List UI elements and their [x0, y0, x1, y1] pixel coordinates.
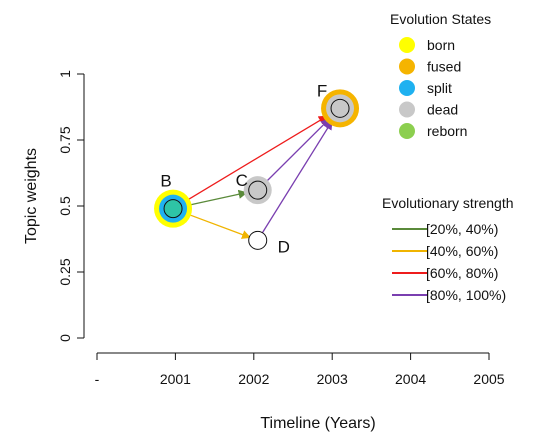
x-tick-label: 2003 [317, 371, 348, 387]
node-B: B [154, 172, 193, 228]
legend-strength-label: [40%, 60%) [426, 243, 498, 259]
edge-B-D [182, 211, 252, 239]
legend-state-label: split [427, 80, 452, 96]
x-tick-label: 2001 [160, 371, 191, 387]
y-tick-label: 0.25 [57, 258, 73, 285]
edge-D-F [260, 120, 333, 236]
y-tick-label: 1 [57, 70, 73, 78]
edges [181, 115, 333, 239]
x-tick-label: - [95, 371, 100, 387]
legend-strength-label: [20%, 40%) [426, 221, 498, 237]
node-core [163, 199, 183, 219]
x-tick-label: 2005 [473, 371, 504, 387]
legend-evolution-states: Evolution States born fused split dead rebor… [390, 11, 491, 139]
y-tick-label: 0.5 [57, 196, 73, 216]
x-tick-label: 2002 [238, 371, 269, 387]
legend-state-swatch [399, 58, 415, 75]
node-label: F [317, 81, 327, 100]
x-tick-label: 2004 [395, 371, 426, 387]
x-axis-title: Timeline (Years) [260, 415, 375, 432]
y-tick-label: 0.75 [57, 126, 73, 153]
y-axis-title: Topic weights [23, 148, 40, 244]
edge-B-F [181, 115, 328, 204]
axes: - 2001 2002 2003 2004 2005 0 0.25 0.5 0.75 1 [57, 70, 505, 387]
node-label: B [160, 172, 171, 191]
node-label: D [278, 237, 290, 256]
nodes: B C D F [154, 81, 360, 256]
node-core [248, 230, 268, 250]
node-core [330, 98, 350, 118]
node-C: C [236, 171, 272, 205]
y-tick-label: 0 [57, 334, 73, 342]
legend-state-swatch [399, 101, 415, 118]
legend-state-swatch [399, 80, 415, 96]
node-F: F [317, 81, 360, 128]
edge-B-C [183, 189, 248, 208]
node-core [248, 180, 268, 200]
legend-evolutionary-strength: Evolutionary strength [20%, 40%) [40%, 60… [382, 195, 514, 303]
legend-state-label: reborn [427, 123, 467, 139]
legend-strength-title: Evolutionary strength [382, 195, 514, 211]
legend-state-swatch [399, 37, 415, 53]
legend-state-swatch [399, 123, 415, 139]
legend-strength-label: [80%, 100%) [426, 287, 506, 303]
legend-strength-label: [60%, 80%) [426, 265, 498, 281]
node-D: D [248, 230, 290, 256]
legend-state-label: born [427, 37, 455, 53]
edge-C-F [262, 118, 330, 186]
node-label: C [236, 171, 248, 190]
legend-state-label: fused [427, 59, 461, 75]
legend-state-label: dead [427, 102, 458, 118]
legend-states-title: Evolution States [390, 11, 491, 27]
